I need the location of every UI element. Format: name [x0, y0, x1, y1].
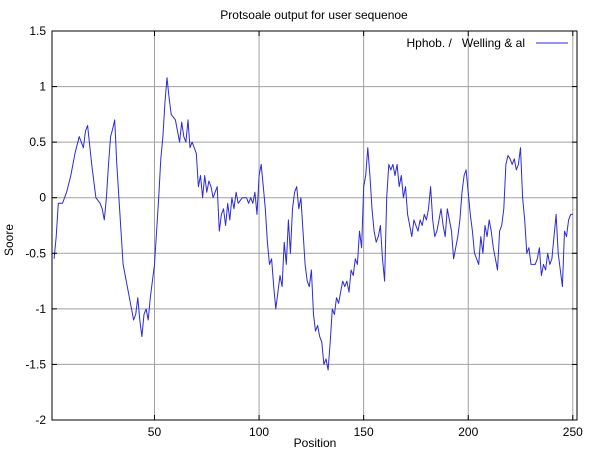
grid [52, 31, 577, 420]
y-tick-label: 1 [39, 80, 46, 94]
x-tick-label: 150 [354, 425, 374, 439]
chart-title: Protsoale output for user sequenoe [220, 8, 408, 22]
series-line [53, 77, 573, 371]
y-tick-label: -1.5 [25, 357, 46, 371]
y-axis-label: Soore [2, 224, 16, 256]
x-tick-label: 100 [249, 425, 269, 439]
y-tick-label: -0.5 [25, 246, 46, 260]
y-tick-label: 1.5 [29, 24, 46, 38]
y-tick-label: -1 [35, 302, 46, 316]
plot-frame [51, 30, 578, 421]
ticks: -2 -1.5 -1 -0.5 0 0.5 1 1.5 50 100 150 200 250 [25, 24, 583, 439]
x-tick-label: 250 [563, 425, 583, 439]
y-tick-label: 0.5 [29, 135, 46, 149]
x-tick-label: 50 [148, 425, 162, 439]
series-layer [53, 77, 573, 371]
x-tick-label: 200 [458, 425, 478, 439]
x-axis-label: Position [294, 436, 337, 450]
y-tick-label: 0 [39, 191, 46, 205]
legend: Hphob. / Welling & al [406, 36, 568, 50]
y-tick-label: -2 [35, 413, 46, 427]
legend-label: Hphob. / Welling & al [406, 36, 525, 50]
